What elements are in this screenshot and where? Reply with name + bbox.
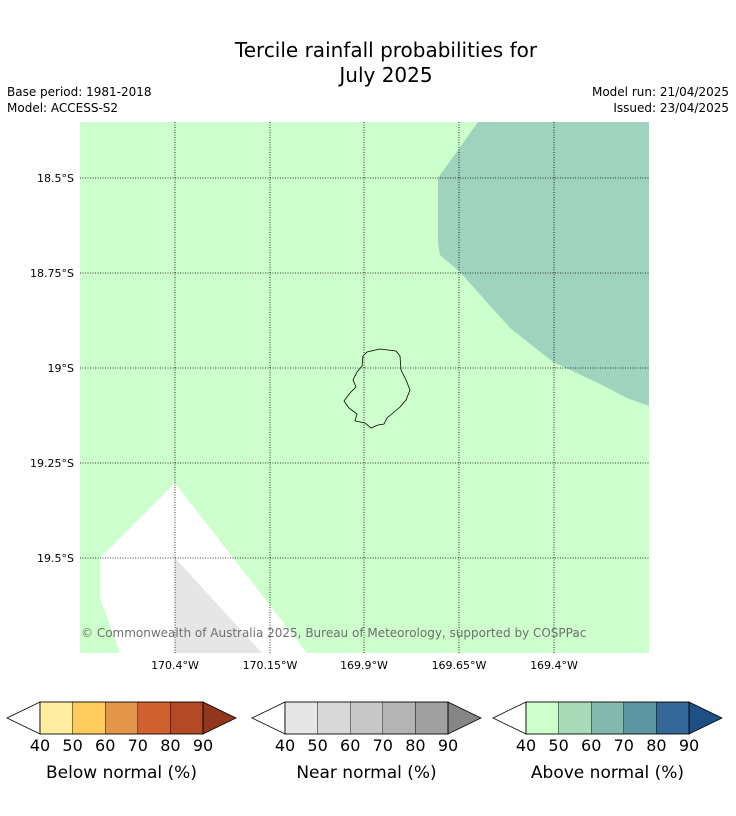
colorbar-below-normal-tick-50: 50 xyxy=(62,736,82,755)
colorbar-near-normal-tick-70: 70 xyxy=(373,736,393,755)
lon-label-169-65: 169.65°W xyxy=(432,659,487,672)
colorbar-above-normal-title: Above normal (%) xyxy=(531,763,684,783)
colorbar-near-normal-tick-40: 40 xyxy=(275,736,295,755)
colorbar-above-normal-tick-50: 50 xyxy=(548,736,568,755)
colorbar-below-normal-segment-4 xyxy=(137,701,171,735)
colorbar-below-normal-tick-70: 70 xyxy=(128,736,148,755)
colorbar-near-normal-segment-4 xyxy=(382,701,416,735)
colorbar-near-normal-segment-3 xyxy=(350,701,384,735)
model-run: Model run: 21/04/2025 xyxy=(591,85,729,99)
colorbar-below-normal-segment-3 xyxy=(104,701,138,735)
colorbar-above-normal-tick-90: 90 xyxy=(679,736,699,755)
colorbar-near-normal-extend-high xyxy=(447,701,482,735)
map-title: Tercile rainfall probabilities for July … xyxy=(0,38,736,88)
colorbar-near-normal-tick-50: 50 xyxy=(307,736,327,755)
colorbar-above-normal-tick-80: 80 xyxy=(646,736,666,755)
colorbar-near-normal-title: Near normal (%) xyxy=(296,763,436,783)
above-normal-50-60-region xyxy=(438,122,649,406)
colorbar-above-normal-segment-4 xyxy=(623,701,657,735)
lon-label-170-15: 170.15°W xyxy=(243,659,298,672)
model-name: Model: ACCESS-S2 xyxy=(7,101,119,115)
near-normal-40-50-region xyxy=(175,558,262,653)
base-period: Base period: 1981-2018 xyxy=(7,85,152,99)
colorbar-below-normal-outline xyxy=(39,701,204,735)
colorbar-below-normal-tick-60: 60 xyxy=(95,736,115,755)
colorbar-near-normal-outline xyxy=(284,701,449,735)
lat-label-18-75: 18.75°S xyxy=(30,267,74,280)
colorbar-below-normal-title: Below normal (%) xyxy=(46,763,197,783)
colorbar-near-normal-segment-1 xyxy=(284,701,318,735)
colorbar-above-normal-segment-1 xyxy=(525,701,559,735)
island-outline xyxy=(343,348,411,429)
no-dominant-category-region xyxy=(100,483,307,653)
lon-label-170-4: 170.4°W xyxy=(151,659,199,672)
colorbar-near-normal-tick-60: 60 xyxy=(340,736,360,755)
colorbar-above-normal-tick-70: 70 xyxy=(614,736,634,755)
colorbar-below-normal-segment-2 xyxy=(72,701,106,735)
colorbar-below-normal: 40 50 60 70 80 90 Below normal (%) xyxy=(6,701,237,783)
colorbar-below-normal-segment-1 xyxy=(39,701,73,735)
colorbar-above-normal-outline xyxy=(525,701,690,735)
base-info: Base period: 1981-2018 Model: ACCESS-S2 xyxy=(7,84,152,116)
colorbar-above-normal-segment-5 xyxy=(656,701,690,735)
colorbar-below-normal-tick-40: 40 xyxy=(30,736,50,755)
colorbar-near-normal-tick-90: 90 xyxy=(438,736,458,755)
title-line-2: July 2025 xyxy=(339,63,433,87)
title-line-1: Tercile rainfall probabilities for xyxy=(234,38,538,62)
colorbar-above-normal-tick-60: 60 xyxy=(581,736,601,755)
lat-label-19-5: 19.5°S xyxy=(37,552,74,565)
colorbar-below-normal-extend-low xyxy=(6,701,41,735)
colorbar-near-normal-tick-80: 80 xyxy=(405,736,425,755)
lat-label-19-25: 19.25°S xyxy=(30,457,74,470)
colorbar-near-normal-segment-2 xyxy=(317,701,351,735)
colorbar-above-normal-segment-3 xyxy=(591,701,625,735)
issued-date: Issued: 23/04/2025 xyxy=(613,101,729,115)
lat-label-18-5: 18.5°S xyxy=(37,172,74,185)
colorbar-above-normal-segment-2 xyxy=(558,701,592,735)
colorbar-above-normal: 40 50 60 70 80 90 Above normal (%) xyxy=(492,701,723,783)
colorbar-below-normal-tick-80: 80 xyxy=(160,736,180,755)
run-info: Model run: 21/04/2025 Issued: 23/04/2025 xyxy=(592,84,729,116)
colorbar-near-normal-segment-5 xyxy=(415,701,449,735)
colorbar-below-normal-tick-90: 90 xyxy=(193,736,213,755)
lon-label-169-9: 169.9°W xyxy=(340,659,388,672)
colorbar-below-normal-segment-5 xyxy=(170,701,204,735)
colorbar-below-normal-extend-high xyxy=(202,701,237,735)
gridlines xyxy=(80,122,649,653)
colorbar-near-normal-extend-low xyxy=(251,701,286,735)
colorbar-above-normal-tick-40: 40 xyxy=(516,736,536,755)
colorbar-above-normal-extend-high xyxy=(688,701,723,735)
colorbar-above-normal-extend-low xyxy=(492,701,527,735)
lat-label-19: 19°S xyxy=(48,362,74,375)
copyright-text: © Commonwealth of Australia 2025, Bureau… xyxy=(81,626,586,640)
lon-label-169-4: 169.4°W xyxy=(530,659,578,672)
